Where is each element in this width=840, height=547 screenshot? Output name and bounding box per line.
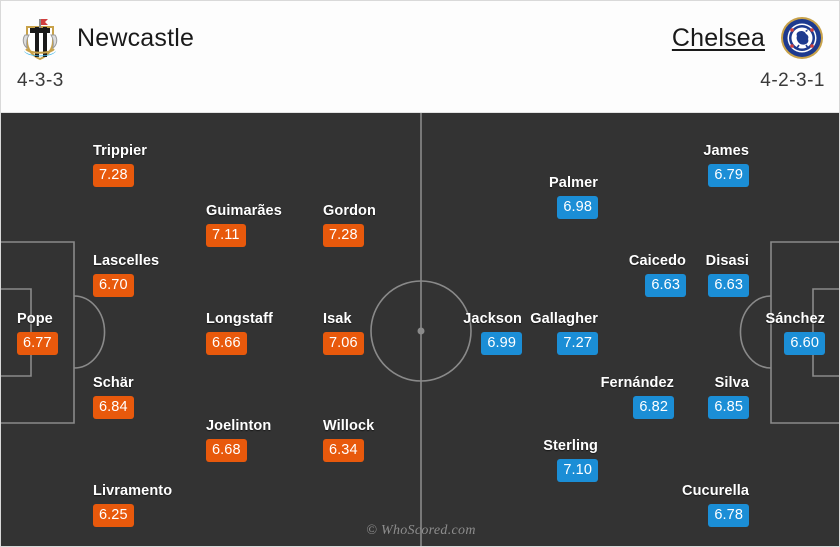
player-sterling[interactable]: Sterling 7.10 bbox=[543, 438, 598, 482]
player-joelinton[interactable]: Joelinton 6.68 bbox=[206, 418, 271, 462]
away-team-block: Chelsea bbox=[672, 13, 825, 92]
player-name[interactable]: Pope bbox=[17, 311, 53, 327]
player-name[interactable]: Longstaff bbox=[206, 311, 273, 327]
home-team-name[interactable]: Newcastle bbox=[77, 23, 195, 52]
player-rating-badge: 6.79 bbox=[708, 164, 749, 187]
player-trippier[interactable]: Trippier 7.28 bbox=[93, 143, 147, 187]
player-name[interactable]: Guimarães bbox=[206, 203, 282, 219]
player-rating-badge: 6.85 bbox=[708, 396, 749, 419]
player-pope[interactable]: Pope 6.77 bbox=[17, 311, 58, 355]
pitch-markings bbox=[1, 113, 839, 546]
player-rating-badge: 6.78 bbox=[708, 504, 749, 527]
watermark: © WhoScored.com bbox=[366, 523, 476, 538]
player-name[interactable]: Isak bbox=[323, 311, 352, 327]
player-rating-badge: 6.82 bbox=[633, 396, 674, 419]
player-name[interactable]: Silva bbox=[714, 375, 749, 391]
player-gordon[interactable]: Gordon 7.28 bbox=[323, 203, 376, 247]
player-rating-badge: 7.28 bbox=[93, 164, 134, 187]
player-rating-badge: 6.66 bbox=[206, 332, 247, 355]
player-name[interactable]: Livramento bbox=[93, 483, 173, 499]
player-lascelles[interactable]: Lascelles 6.70 bbox=[93, 253, 159, 297]
player-rating-badge: 6.98 bbox=[557, 196, 598, 219]
player-name[interactable]: Jackson bbox=[463, 311, 522, 327]
player-rating-badge: 6.60 bbox=[784, 332, 825, 355]
player-rating-badge: 6.70 bbox=[93, 274, 134, 297]
player-isak[interactable]: Isak 7.06 bbox=[323, 311, 364, 355]
away-team-row: Chelsea bbox=[672, 13, 825, 63]
player-schr[interactable]: Schär 6.84 bbox=[93, 375, 134, 419]
lineups-header: Newcastle 4-3-3 Chelsea bbox=[1, 1, 839, 113]
player-rating-badge: 7.28 bbox=[323, 224, 364, 247]
player-silva[interactable]: Silva 6.85 bbox=[708, 375, 749, 419]
player-rating-badge: 7.06 bbox=[323, 332, 364, 355]
pitch: Trippier 7.28 Lascelles 6.70 Pope 6.77 Schär 6.… bbox=[1, 113, 839, 546]
player-name[interactable]: James bbox=[703, 143, 749, 159]
player-rating-badge: 6.25 bbox=[93, 504, 134, 527]
player-rating-badge: 6.63 bbox=[708, 274, 749, 297]
player-name[interactable]: Cucurella bbox=[682, 483, 749, 499]
player-name[interactable]: Sánchez bbox=[765, 311, 825, 327]
player-caicedo[interactable]: Caicedo 6.63 bbox=[629, 253, 686, 297]
player-willock[interactable]: Willock 6.34 bbox=[323, 418, 374, 462]
player-jackson[interactable]: Jackson 6.99 bbox=[463, 311, 522, 355]
player-longstaff[interactable]: Longstaff 6.66 bbox=[206, 311, 273, 355]
player-name[interactable]: Schär bbox=[93, 375, 134, 391]
home-team-formation: 4-3-3 bbox=[17, 70, 64, 91]
player-rating-badge: 7.27 bbox=[557, 332, 598, 355]
player-name[interactable]: Gordon bbox=[323, 203, 376, 219]
player-name[interactable]: Lascelles bbox=[93, 253, 160, 269]
player-name[interactable]: Palmer bbox=[549, 175, 598, 191]
player-rating-badge: 6.63 bbox=[645, 274, 686, 297]
home-team-block: Newcastle 4-3-3 bbox=[17, 13, 194, 92]
player-rating-badge: 6.34 bbox=[323, 439, 364, 462]
player-rating-badge: 6.99 bbox=[481, 332, 522, 355]
player-fernndez[interactable]: Fernández 6.82 bbox=[601, 375, 674, 419]
player-rating-badge: 6.84 bbox=[93, 396, 134, 419]
player-gallagher[interactable]: Gallagher 7.27 bbox=[530, 311, 598, 355]
home-team-row: Newcastle bbox=[17, 13, 194, 63]
player-name[interactable]: Gallagher bbox=[530, 311, 598, 327]
player-guimares[interactable]: Guimarães 7.11 bbox=[206, 203, 282, 247]
away-team-name[interactable]: Chelsea bbox=[671, 23, 765, 52]
player-rating-badge: 7.11 bbox=[206, 224, 246, 247]
player-name[interactable]: Fernández bbox=[600, 375, 674, 391]
player-name[interactable]: Disasi bbox=[705, 253, 749, 269]
player-name[interactable]: Willock bbox=[323, 418, 375, 434]
player-name[interactable]: Joelinton bbox=[206, 418, 272, 434]
player-snchez[interactable]: Sánchez 6.60 bbox=[765, 311, 825, 355]
player-rating-badge: 7.10 bbox=[557, 459, 598, 482]
player-name[interactable]: Trippier bbox=[93, 143, 147, 159]
player-cucurella[interactable]: Cucurella 6.78 bbox=[682, 483, 749, 527]
player-palmer[interactable]: Palmer 6.98 bbox=[549, 175, 598, 219]
player-rating-badge: 6.68 bbox=[206, 439, 247, 462]
away-team-formation: 4-2-3-1 bbox=[760, 70, 825, 91]
player-name[interactable]: Sterling bbox=[543, 438, 598, 454]
player-livramento[interactable]: Livramento 6.25 bbox=[93, 483, 172, 527]
player-disasi[interactable]: Disasi 6.63 bbox=[706, 253, 749, 297]
newcastle-crest-icon bbox=[17, 15, 63, 61]
chelsea-crest-icon bbox=[779, 15, 825, 61]
player-james[interactable]: James 6.79 bbox=[703, 143, 749, 187]
player-rating-badge: 6.77 bbox=[17, 332, 58, 355]
player-name[interactable]: Caicedo bbox=[628, 253, 686, 269]
